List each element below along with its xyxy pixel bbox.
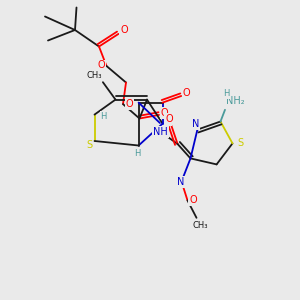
Text: H: H: [224, 89, 230, 98]
Text: S: S: [86, 140, 92, 150]
Text: H: H: [134, 149, 140, 158]
Text: O: O: [126, 99, 134, 109]
Text: CH₃: CH₃: [87, 71, 102, 80]
Text: NH₂: NH₂: [226, 96, 244, 106]
Text: O: O: [166, 114, 173, 124]
Text: O: O: [120, 25, 128, 35]
Text: S: S: [237, 138, 243, 148]
Text: O: O: [160, 108, 168, 118]
Text: N: N: [177, 177, 184, 187]
Text: O: O: [183, 88, 190, 98]
Text: N: N: [192, 119, 200, 129]
Text: O: O: [97, 60, 105, 70]
Text: NH: NH: [153, 127, 168, 137]
Text: H: H: [100, 112, 107, 121]
Text: CH₃: CH₃: [192, 220, 208, 230]
Text: N: N: [164, 115, 172, 125]
Text: O: O: [189, 195, 197, 205]
